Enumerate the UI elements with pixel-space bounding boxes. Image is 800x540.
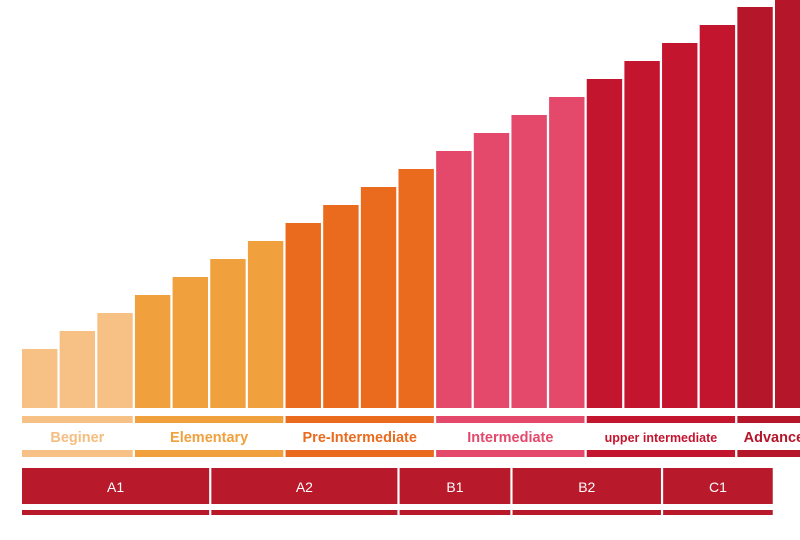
cefr-band-fill (663, 468, 773, 504)
bar-11 (398, 169, 434, 408)
level-label: Pre-Intermediate (303, 430, 417, 446)
bar-7 (247, 241, 284, 408)
cefr-band-b1: B1 (399, 468, 511, 515)
cefr-band-underline (211, 510, 398, 515)
bar-8 (285, 223, 321, 408)
bar-5 (172, 277, 208, 408)
cefr-label: A1 (107, 479, 124, 495)
cefr-label: B2 (578, 479, 595, 495)
cefr-label: C1 (709, 479, 727, 495)
level-band-intermediate: Intermediate (436, 416, 585, 457)
level-band-bottom-line (586, 450, 736, 457)
bar-9 (323, 205, 359, 408)
bar-4 (134, 295, 171, 408)
bar-12 (436, 151, 472, 408)
cefr-band-a2: A2 (211, 468, 398, 515)
level-label: Beginer (50, 430, 104, 446)
level-label: Elementary (170, 430, 248, 446)
bar-17 (624, 61, 660, 408)
level-band-top-line (586, 416, 736, 423)
bar-20 (737, 7, 773, 408)
cefr-band-a1: A1 (22, 468, 210, 515)
cefr-band-underline (512, 510, 661, 515)
level-label: Intermediate (467, 430, 553, 446)
level-band-elementary: Elementary (134, 416, 284, 457)
level-band-top-line (737, 416, 800, 423)
bar-10 (360, 187, 397, 408)
level-band-bottom-line (134, 450, 284, 457)
cefr-band-b2: B2 (512, 468, 661, 515)
level-label: Advance (744, 430, 800, 446)
level-band-top-line (436, 416, 585, 423)
level-bands: Beginer Elementary Pre-Intermediate Interme… (22, 416, 800, 457)
cefr-band-c1: C1 (663, 468, 773, 515)
level-band-bottom-line (22, 450, 133, 457)
level-band-top-line (22, 416, 133, 423)
level-label: upper intermediate (605, 431, 718, 445)
level-band-top-line (134, 416, 284, 423)
level-band-upper-intermediate: upper intermediate (586, 416, 736, 457)
cefr-label: B1 (446, 479, 463, 495)
bar-1 (22, 349, 58, 408)
level-bars (22, 0, 800, 408)
level-band-bottom-line (436, 450, 585, 457)
level-band-bottom-line (737, 450, 800, 457)
bar-16 (586, 79, 623, 408)
level-band-pre-intermediate: Pre-Intermediate (285, 416, 434, 457)
bar-19 (699, 25, 736, 408)
cefr-band-underline (663, 510, 773, 515)
cefr-band-fill (512, 468, 661, 504)
bar-14 (511, 115, 547, 408)
cefr-band-fill (399, 468, 511, 504)
bar-21 (775, 0, 800, 408)
cefr-label: A2 (296, 479, 313, 495)
level-band-bottom-line (285, 450, 434, 457)
bar-3 (97, 313, 133, 408)
cefr-bands: A1 A2 B1 B2 C1 (22, 468, 773, 515)
cefr-band-underline (399, 510, 511, 515)
cefr-band-underline (22, 510, 210, 515)
bar-15 (549, 97, 585, 408)
bar-6 (210, 259, 246, 408)
level-band-beginner: Beginer (22, 416, 133, 457)
bar-13 (473, 133, 510, 408)
level-band-advance: Advance (737, 416, 800, 457)
cefr-band-fill (22, 468, 210, 504)
bar-2 (59, 331, 96, 408)
bar-18 (662, 43, 698, 408)
cefr-band-fill (211, 468, 398, 504)
level-band-top-line (285, 416, 434, 423)
